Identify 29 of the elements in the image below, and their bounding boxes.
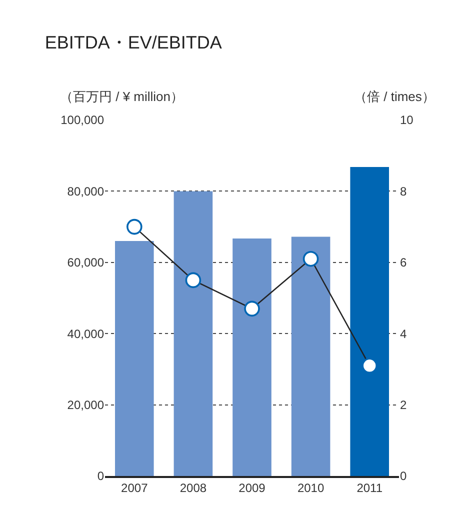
point	[362, 358, 378, 374]
bar	[291, 236, 330, 476]
y-tick-label: 40,000	[67, 326, 104, 341]
bar	[350, 166, 389, 476]
y2-tick-label: 0	[400, 469, 407, 484]
y2-tick-label: 4	[400, 326, 407, 341]
bar	[115, 241, 154, 476]
y2-tick-label: 8	[400, 184, 407, 198]
y-tick-label: 20,000	[67, 398, 104, 412]
y2-tick-label: 2	[400, 398, 407, 412]
x-tick-label: 2007	[121, 481, 148, 496]
y-tick-label: 0	[97, 469, 104, 484]
point	[302, 250, 319, 267]
x-tick-label: 2010	[297, 481, 324, 496]
y-axis-title: （百万円 / ¥ million）	[60, 89, 184, 104]
y-tick-label: 100,000	[60, 113, 104, 128]
x-tick-label: 2011	[356, 481, 383, 496]
bar	[232, 238, 272, 476]
x-tick-label: 2009	[238, 481, 266, 496]
point	[244, 300, 260, 317]
y2-axis-title: （倍 / times）	[354, 89, 435, 104]
chart-title: EBITDA・EV/EBITDA	[44, 32, 222, 53]
y2-tick-label: 10	[400, 113, 414, 128]
y-tick-label: 80,000	[67, 184, 104, 198]
x-tick-label: 2008	[180, 481, 207, 496]
bar	[174, 191, 213, 476]
y2-tick-label: 6	[400, 256, 407, 270]
point	[185, 272, 202, 288]
y-tick-label: 60,000	[67, 256, 104, 270]
